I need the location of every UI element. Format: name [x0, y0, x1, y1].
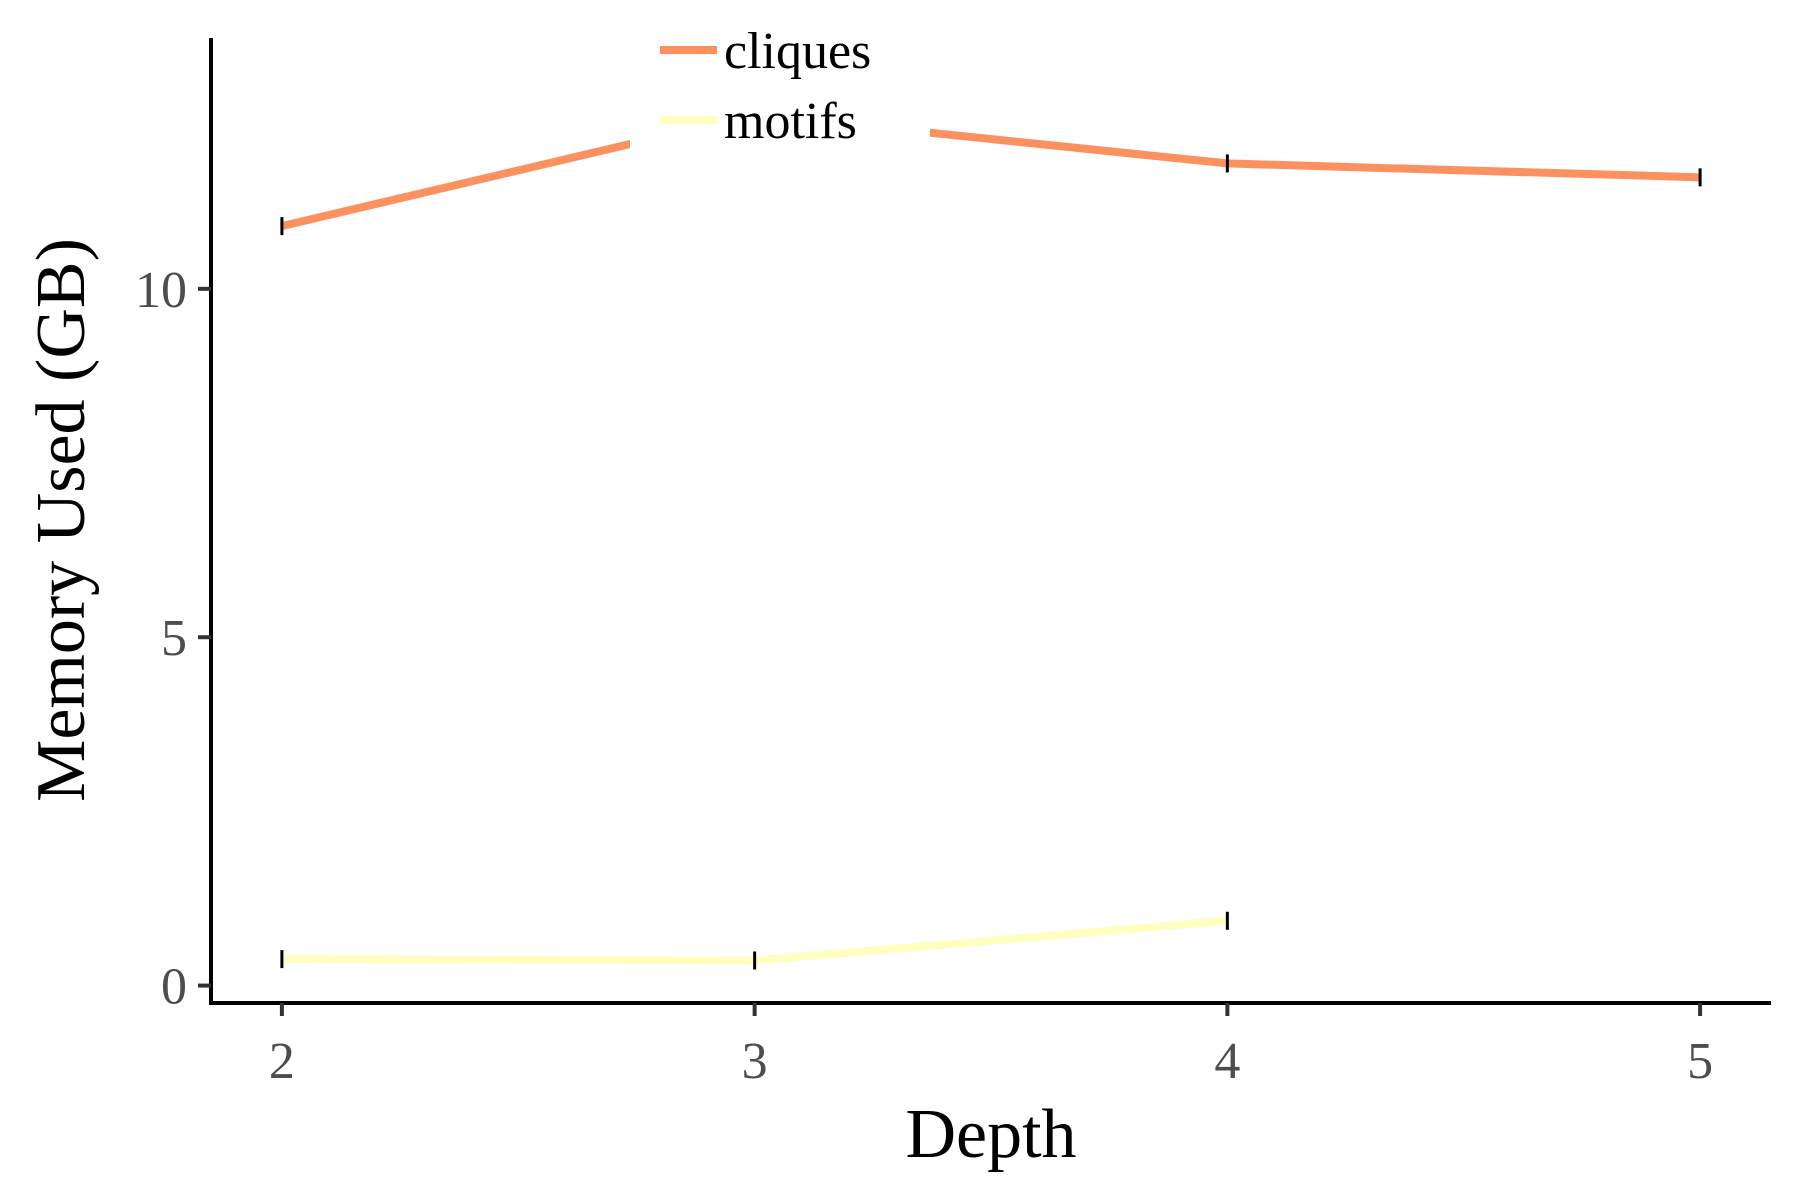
series-layer — [280, 105, 1702, 970]
legend-label-motifs: motifs — [724, 93, 857, 150]
x-tick-label: 4 — [1214, 1033, 1240, 1090]
y-tick-label: 5 — [161, 610, 187, 667]
legend-label-cliques: cliques — [724, 23, 871, 80]
y-tick-label: 0 — [161, 959, 187, 1016]
y-axis-title: Memory Used (GB) — [23, 238, 100, 802]
legend: cliques motifs — [630, 18, 930, 152]
x-tick-label: 2 — [269, 1033, 295, 1090]
ticks-layer: 2 3 4 5 0 5 10 — [135, 262, 1713, 1090]
y-tick-label: 10 — [135, 262, 187, 319]
x-tick-label: 3 — [742, 1033, 768, 1090]
axes-layer — [209, 38, 1771, 1005]
x-tick-label: 5 — [1687, 1033, 1713, 1090]
x-axis-title: Depth — [905, 1096, 1076, 1173]
series-line-cliques — [280, 110, 1701, 231]
